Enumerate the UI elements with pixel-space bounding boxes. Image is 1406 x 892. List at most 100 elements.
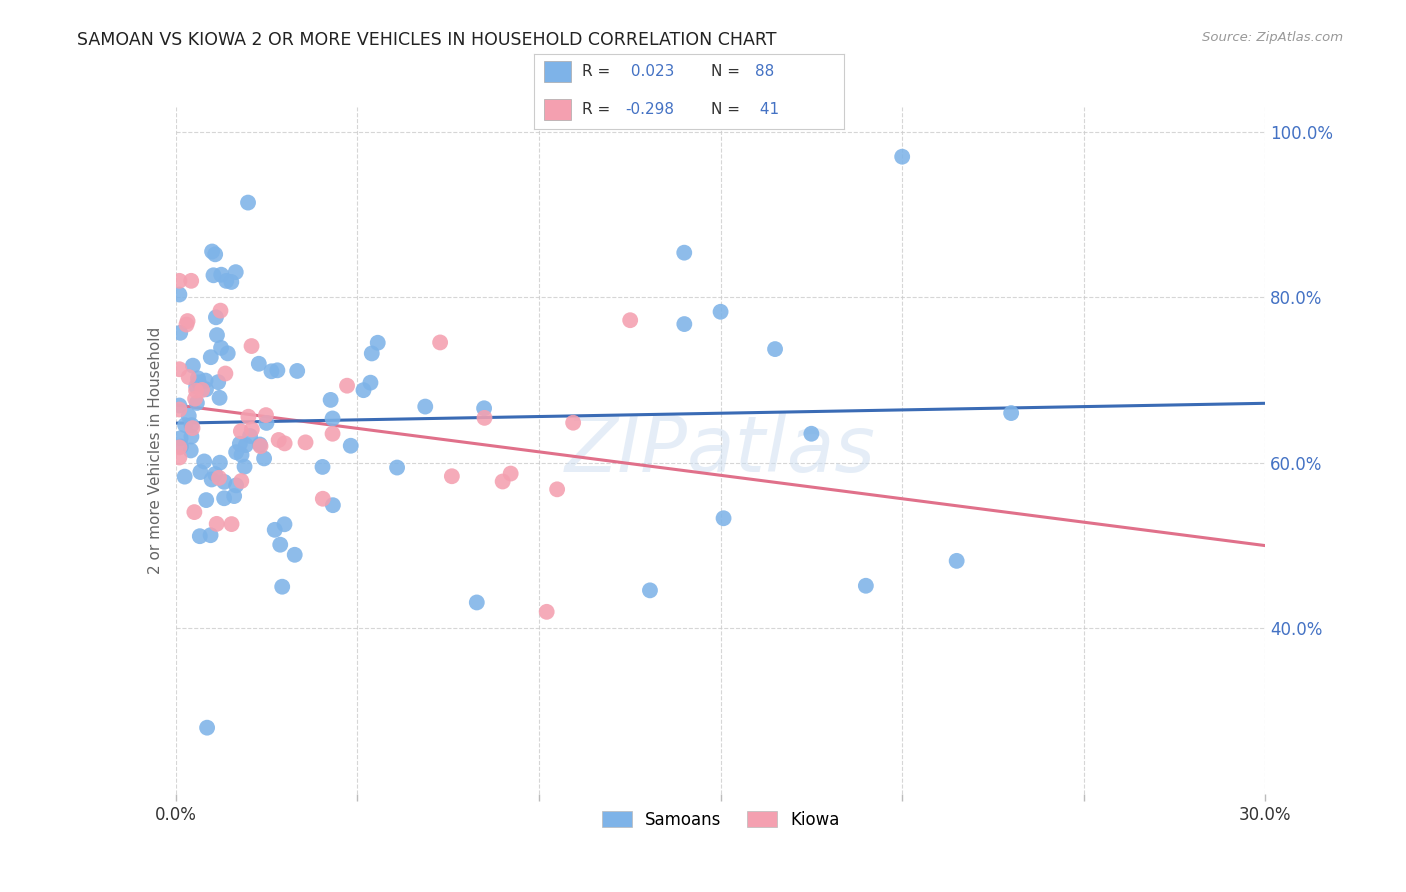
Point (207, 375, 229, 389)
Point (225, 265, 247, 279)
Point (763, 342, 786, 356)
Point (208, 391, 231, 405)
Point (181, 421, 204, 435)
Point (311, 459, 333, 474)
Point (205, 310, 228, 325)
Point (208, 456, 231, 470)
Point (285, 364, 308, 378)
Point (562, 416, 585, 430)
Point (200, 528, 222, 542)
Point (1000, 406, 1022, 420)
Text: R =: R = (582, 102, 616, 117)
Point (339, 439, 361, 453)
Text: R =: R = (582, 64, 616, 79)
Point (195, 721, 218, 735)
Point (184, 392, 207, 406)
Point (673, 245, 696, 260)
Point (249, 439, 271, 453)
Point (181, 359, 204, 373)
Point (233, 459, 256, 474)
Point (267, 433, 290, 447)
Point (184, 384, 207, 398)
Point (221, 275, 243, 289)
Point (263, 523, 285, 537)
Point (205, 328, 228, 343)
Point (855, 579, 877, 593)
Point (353, 383, 375, 397)
Point (190, 465, 212, 479)
Point (169, 287, 191, 301)
Point (800, 426, 823, 441)
Point (176, 318, 198, 332)
Text: ZIPatlas: ZIPatlas (565, 412, 876, 489)
Point (177, 409, 200, 423)
Point (319, 392, 342, 407)
Point (173, 469, 195, 483)
Point (188, 529, 211, 543)
Point (169, 402, 191, 417)
Point (201, 244, 224, 259)
Point (429, 335, 451, 350)
Point (465, 595, 488, 609)
Point (236, 195, 259, 210)
Point (269, 538, 291, 552)
Point (209, 341, 232, 355)
Point (205, 516, 228, 531)
Point (253, 451, 276, 466)
Point (183, 505, 205, 519)
Point (212, 475, 235, 489)
Point (212, 491, 235, 506)
Point (180, 443, 202, 458)
FancyBboxPatch shape (544, 99, 571, 120)
Point (254, 408, 277, 422)
Point (710, 305, 733, 319)
Point (187, 371, 209, 385)
Point (229, 424, 252, 438)
Point (891, 150, 914, 164)
Point (499, 467, 522, 481)
Text: 41: 41 (755, 102, 779, 117)
Point (385, 460, 408, 475)
Point (294, 435, 316, 450)
Point (225, 445, 247, 459)
Point (256, 416, 278, 430)
Point (273, 517, 295, 532)
Point (169, 450, 191, 465)
Point (169, 362, 191, 376)
Point (209, 268, 232, 282)
Point (180, 274, 202, 288)
Point (360, 346, 382, 360)
Point (359, 376, 381, 390)
Text: 88: 88 (755, 64, 775, 79)
Point (187, 376, 209, 390)
Point (169, 274, 191, 288)
Point (176, 314, 198, 328)
Point (231, 474, 253, 488)
Point (260, 364, 283, 378)
Point (169, 441, 191, 455)
Point (193, 454, 215, 468)
Text: N =: N = (710, 102, 744, 117)
Point (322, 411, 344, 425)
Point (322, 498, 344, 512)
Point (238, 409, 260, 424)
Point (235, 438, 257, 452)
Point (194, 374, 217, 388)
Point (202, 268, 225, 283)
Point (492, 475, 515, 489)
Text: -0.298: -0.298 (626, 102, 675, 117)
Point (169, 431, 191, 445)
Point (240, 422, 263, 436)
Point (191, 383, 214, 397)
Point (200, 350, 222, 364)
Point (273, 436, 295, 450)
Point (472, 401, 495, 416)
Point (322, 426, 344, 441)
Point (180, 429, 202, 443)
Point (673, 317, 696, 331)
Point (169, 399, 191, 413)
Point (284, 548, 307, 562)
Point (208, 471, 231, 485)
Point (536, 605, 558, 619)
Point (215, 274, 238, 288)
